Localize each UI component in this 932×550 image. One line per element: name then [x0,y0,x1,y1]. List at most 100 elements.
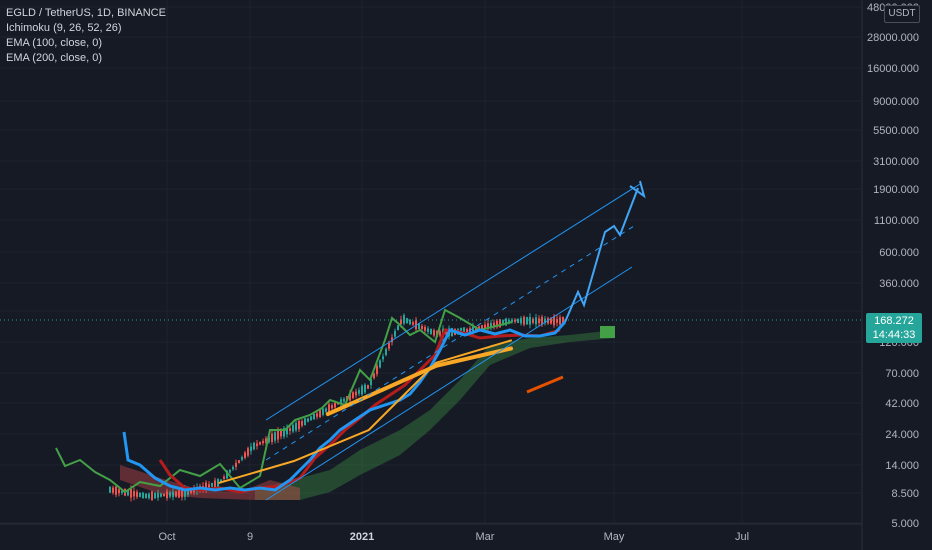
candle [373,372,375,380]
candle [376,363,378,377]
candle [364,383,366,394]
candle [154,491,156,500]
candle [292,423,294,434]
candle [232,465,234,471]
candle [382,353,384,363]
candle [274,429,276,444]
candle [397,325,399,331]
price-tick-label: 5.000 [891,518,919,530]
candle [421,324,423,331]
candle [526,316,528,325]
projection-arrowhead [629,180,646,199]
price-tick-label: 28000.000 [867,32,919,44]
ichimoku-cloud [120,326,615,500]
candle [361,384,363,397]
cloud-bear [120,465,300,500]
time-tick-label: 2021 [350,531,374,543]
currency-button[interactable]: USDT [884,5,920,23]
candle [496,319,498,329]
legend-ema100[interactable]: EMA (100, close, 0) [6,37,102,49]
candle [223,474,225,481]
bar-countdown: 14:44:33 [872,329,916,341]
time-tick-label: Mar [476,531,495,543]
price-tick-label: 8.500 [891,488,919,500]
last-price-tag: 168.272 14:44:33 [866,313,922,343]
candle [358,387,360,397]
candle [559,314,561,327]
legend-symbol[interactable]: EGLD / TetherUS, 1D, BINANCE [6,7,166,19]
candle [514,317,516,324]
candle [148,492,150,500]
candle [211,482,213,487]
red-segment [526,375,564,394]
time-tick-label: Oct [158,531,175,543]
candle [301,419,303,428]
price-tick-label: 600.000 [879,247,919,259]
price-tick-label: 42.000 [885,398,919,410]
candle [271,431,273,445]
legend-ema200[interactable]: EMA (200, close, 0) [6,52,102,64]
candle [439,329,441,338]
last-price-value: 168.272 [874,315,914,327]
candle [217,478,219,489]
candle [109,486,111,494]
time-tick-label: 9 [247,531,253,543]
candle [352,391,354,400]
candle [166,488,168,501]
candle [367,384,369,390]
candle [244,450,246,460]
candle [343,397,345,404]
candle [556,315,558,327]
cloud-tip [600,326,615,338]
candle [172,488,174,501]
candle [235,459,237,471]
candle [145,493,147,499]
candle [544,316,546,326]
candle [313,413,315,420]
candle [265,436,267,446]
candle [322,407,324,417]
candle [142,491,144,499]
candle [253,441,255,451]
price-tick-label: 24.000 [885,429,919,441]
candle [331,403,333,411]
price-tick-label: 16000.000 [867,63,919,75]
time-tick-label: May [604,531,625,543]
candle [529,313,531,329]
candle [532,317,534,325]
price-tick-label: 360.000 [879,278,919,290]
indicator-lines [55,308,567,494]
candle [409,318,411,326]
ema100-line [218,339,512,484]
candle [295,420,297,433]
time-tick-label: Jul [735,531,749,543]
price-axis: 48000.00028000.00016000.0009000.0005500.… [867,2,919,530]
candle [487,319,489,333]
candle [517,318,519,324]
candle [466,327,468,334]
candle [427,326,429,335]
price-tick-label: 9000.000 [873,96,919,108]
candle [307,417,309,423]
candle [304,417,306,426]
candle [520,316,522,326]
candle [157,489,159,501]
price-tick-label: 1900.000 [873,184,919,196]
candle [418,323,420,330]
candle [535,313,537,328]
legend-ichimoku[interactable]: Ichimoku (9, 26, 52, 26) [6,22,122,34]
ema200-line [325,346,513,417]
candle [163,493,165,497]
candle [385,347,387,357]
candle [412,320,414,327]
grid [0,0,862,524]
price-tick-label: 1100.000 [874,215,919,227]
candle [424,324,426,333]
candle [391,334,393,346]
candle [175,490,177,498]
candle [247,446,249,458]
candle [283,425,285,439]
chikou-line [55,308,513,494]
